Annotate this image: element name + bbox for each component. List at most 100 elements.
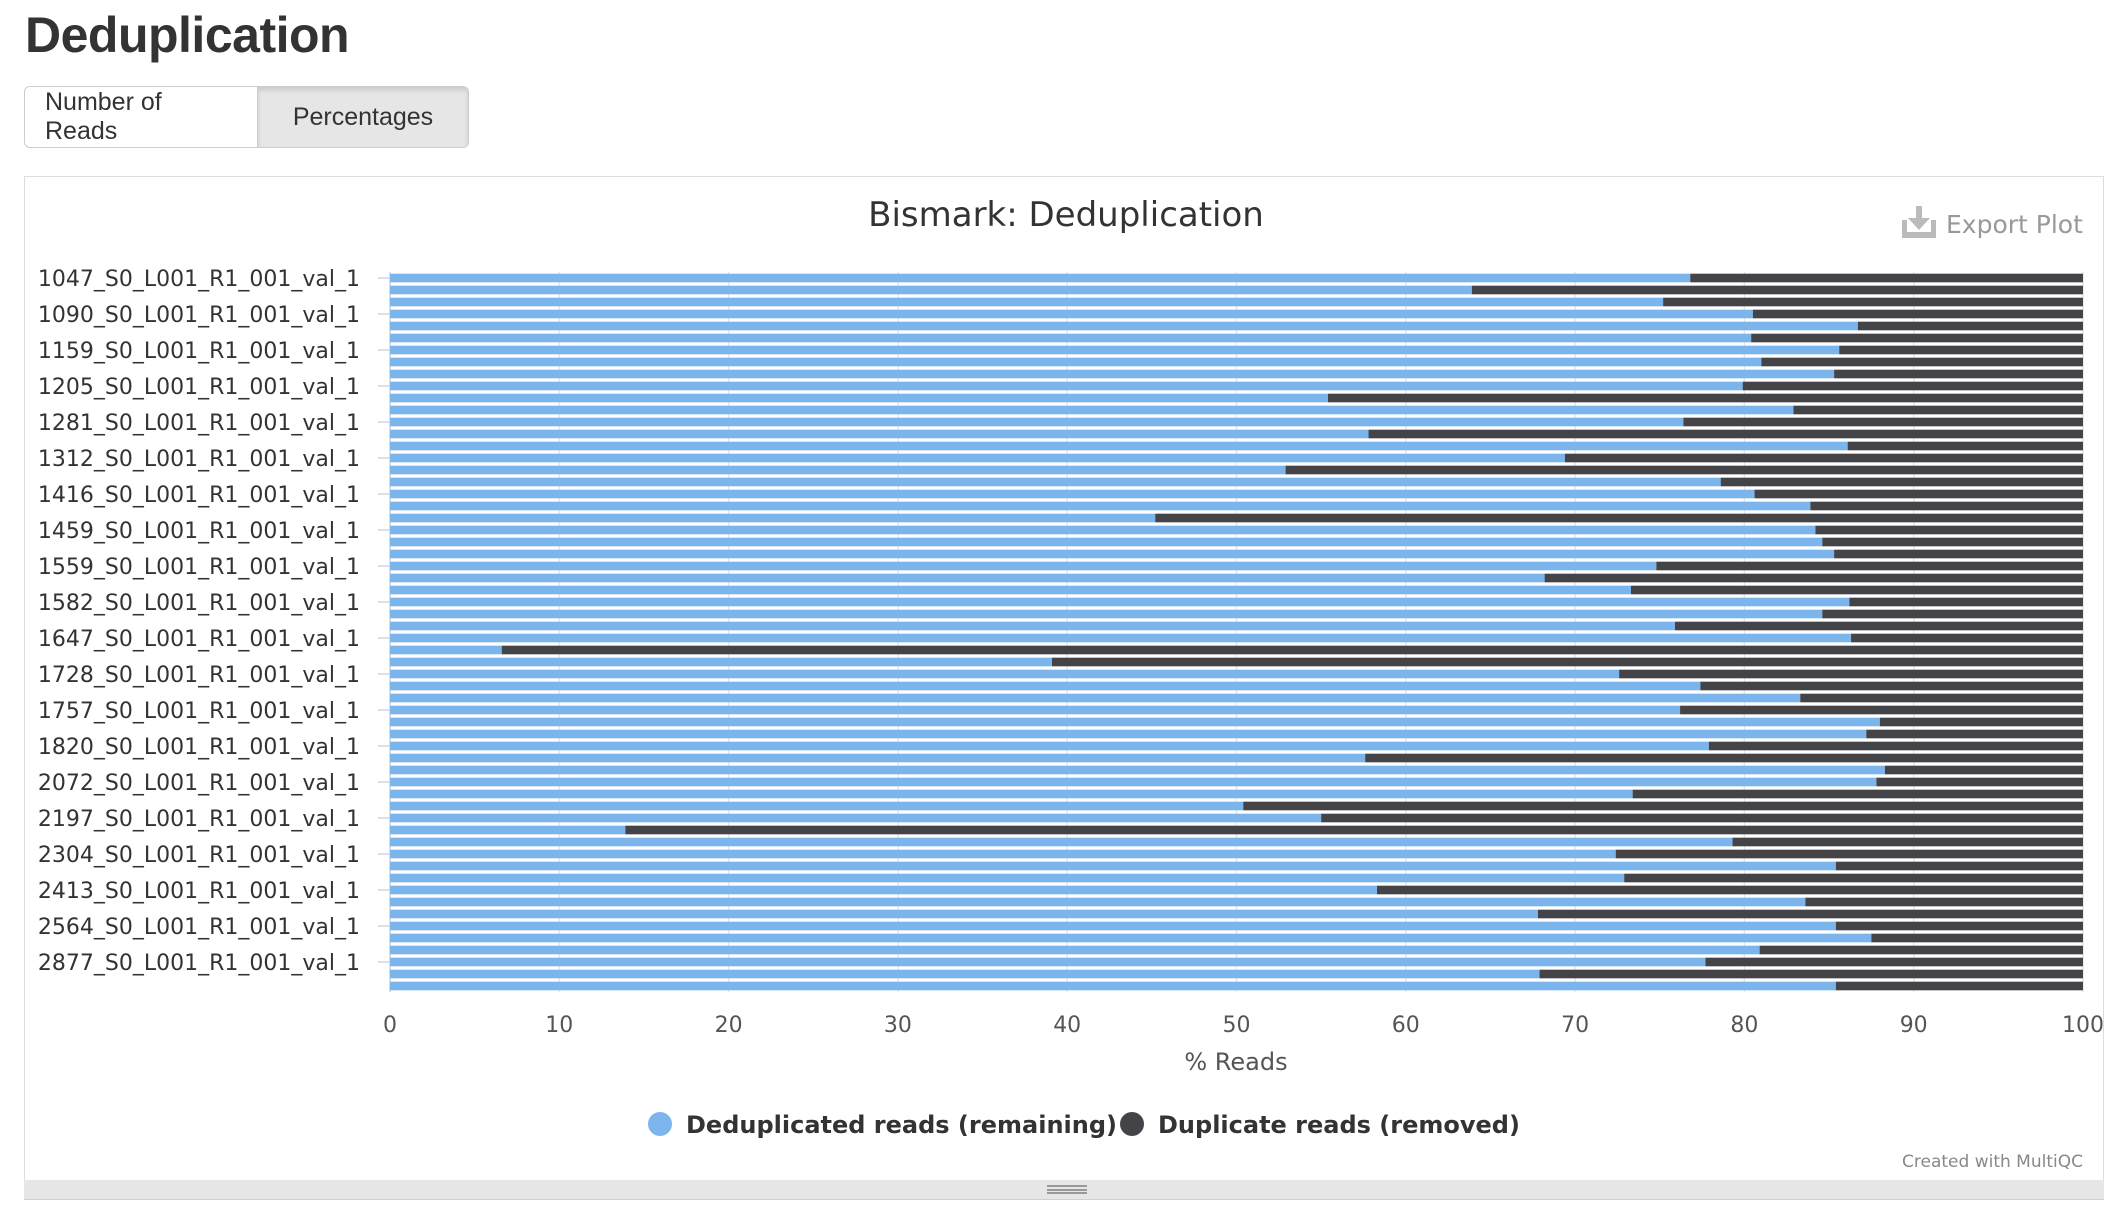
- bar-deduplicated[interactable]: [390, 933, 1872, 943]
- bar-deduplicated[interactable]: [390, 321, 1858, 331]
- bar-duplicate[interactable]: [501, 645, 2083, 655]
- bar-deduplicated[interactable]: [390, 573, 1545, 583]
- bar-duplicate[interactable]: [1871, 933, 2083, 943]
- bar-duplicate[interactable]: [1810, 501, 2083, 511]
- bar-deduplicated[interactable]: [390, 381, 1743, 391]
- bar-duplicate[interactable]: [1377, 885, 2083, 895]
- bar-deduplicated[interactable]: [390, 849, 1616, 859]
- bar-duplicate[interactable]: [1539, 969, 2083, 979]
- bar-duplicate[interactable]: [1683, 417, 2083, 427]
- bar-deduplicated[interactable]: [390, 669, 1620, 679]
- bar-duplicate[interactable]: [1759, 945, 2083, 955]
- bar-duplicate[interactable]: [1879, 717, 2083, 727]
- bar-deduplicated[interactable]: [390, 621, 1675, 631]
- bar-duplicate[interactable]: [1051, 657, 2083, 667]
- bar-deduplicated[interactable]: [390, 477, 1721, 487]
- bar-duplicate[interactable]: [1656, 561, 2083, 571]
- bar-deduplicated[interactable]: [390, 897, 1806, 907]
- bar-duplicate[interactable]: [1815, 525, 2083, 535]
- bar-duplicate[interactable]: [1800, 693, 2083, 703]
- bar-deduplicated[interactable]: [390, 417, 1684, 427]
- bar-duplicate[interactable]: [1624, 873, 2083, 883]
- bar-duplicate[interactable]: [1680, 705, 2083, 715]
- bar-duplicate[interactable]: [1544, 573, 2083, 583]
- bar-duplicate[interactable]: [1700, 681, 2083, 691]
- bar-deduplicated[interactable]: [390, 393, 1328, 403]
- bar-deduplicated[interactable]: [390, 813, 1322, 823]
- number-of-reads-button[interactable]: Number of Reads: [25, 87, 258, 147]
- bar-duplicate[interactable]: [1327, 393, 2083, 403]
- bar-duplicate[interactable]: [1857, 321, 2083, 331]
- bar-deduplicated[interactable]: [390, 609, 1823, 619]
- bar-deduplicated[interactable]: [390, 717, 1880, 727]
- bar-duplicate[interactable]: [1849, 597, 2083, 607]
- bar-deduplicated[interactable]: [390, 549, 1835, 559]
- bar-duplicate[interactable]: [1471, 285, 2083, 295]
- bar-deduplicated[interactable]: [390, 561, 1657, 571]
- bar-duplicate[interactable]: [1630, 585, 2083, 595]
- bar-deduplicated[interactable]: [390, 705, 1681, 715]
- export-plot-button[interactable]: Export Plot: [1902, 206, 2083, 239]
- plot-resize-handle[interactable]: [24, 1180, 2104, 1200]
- bar-duplicate[interactable]: [1834, 369, 2083, 379]
- bar-duplicate[interactable]: [1368, 429, 2083, 439]
- bar-deduplicated[interactable]: [390, 501, 1811, 511]
- bar-duplicate[interactable]: [1835, 981, 2083, 991]
- bar-duplicate[interactable]: [1742, 381, 2083, 391]
- bar-duplicate[interactable]: [1632, 789, 2083, 799]
- bar-duplicate[interactable]: [1851, 633, 2083, 643]
- bar-deduplicated[interactable]: [390, 861, 1836, 871]
- bar-deduplicated[interactable]: [390, 405, 1794, 415]
- bar-deduplicated[interactable]: [390, 345, 1840, 355]
- bar-deduplicated[interactable]: [390, 633, 1852, 643]
- bar-duplicate[interactable]: [1619, 669, 2083, 679]
- bar-deduplicated[interactable]: [390, 465, 1286, 475]
- bar-duplicate[interactable]: [1720, 477, 2083, 487]
- bar-duplicate[interactable]: [1564, 453, 2083, 463]
- bar-deduplicated[interactable]: [390, 309, 1753, 319]
- bar-deduplicated[interactable]: [390, 525, 1816, 535]
- bar-duplicate[interactable]: [1751, 333, 2083, 343]
- bar-deduplicated[interactable]: [390, 681, 1701, 691]
- bar-deduplicated[interactable]: [390, 825, 626, 835]
- bar-deduplicated[interactable]: [390, 837, 1733, 847]
- bar-duplicate[interactable]: [1663, 297, 2083, 307]
- bar-duplicate[interactable]: [1243, 801, 2083, 811]
- bar-deduplicated[interactable]: [390, 489, 1755, 499]
- bar-duplicate[interactable]: [1805, 897, 2083, 907]
- bar-duplicate[interactable]: [1866, 729, 2083, 739]
- bar-deduplicated[interactable]: [390, 945, 1760, 955]
- bar-duplicate[interactable]: [1884, 765, 2083, 775]
- bar-duplicate[interactable]: [625, 825, 2083, 835]
- bar-deduplicated[interactable]: [390, 429, 1369, 439]
- bar-deduplicated[interactable]: [390, 273, 1691, 283]
- bar-deduplicated[interactable]: [390, 453, 1565, 463]
- bar-deduplicated[interactable]: [390, 765, 1885, 775]
- bar-duplicate[interactable]: [1752, 309, 2083, 319]
- bar-deduplicated[interactable]: [390, 585, 1631, 595]
- legend-item[interactable]: Duplicate reads (removed): [1120, 1111, 1520, 1139]
- bar-duplicate[interactable]: [1732, 837, 2083, 847]
- bar-duplicate[interactable]: [1537, 909, 2083, 919]
- bar-duplicate[interactable]: [1365, 753, 2083, 763]
- bar-duplicate[interactable]: [1847, 441, 2083, 451]
- bar-duplicate[interactable]: [1321, 813, 2083, 823]
- bar-duplicate[interactable]: [1822, 537, 2083, 547]
- bar-deduplicated[interactable]: [390, 285, 1472, 295]
- bar-duplicate[interactable]: [1674, 621, 2083, 631]
- bar-duplicate[interactable]: [1822, 609, 2083, 619]
- bar-duplicate[interactable]: [1690, 273, 2083, 283]
- bar-duplicate[interactable]: [1834, 549, 2083, 559]
- bar-duplicate[interactable]: [1876, 777, 2083, 787]
- bar-duplicate[interactable]: [1708, 741, 2083, 751]
- bar-deduplicated[interactable]: [390, 789, 1633, 799]
- bar-deduplicated[interactable]: [390, 441, 1848, 451]
- bar-deduplicated[interactable]: [390, 297, 1664, 307]
- bar-deduplicated[interactable]: [390, 777, 1877, 787]
- bar-deduplicated[interactable]: [390, 729, 1867, 739]
- bar-deduplicated[interactable]: [390, 357, 1762, 367]
- bar-duplicate[interactable]: [1615, 849, 2083, 859]
- bar-deduplicated[interactable]: [390, 693, 1801, 703]
- bar-deduplicated[interactable]: [390, 921, 1836, 931]
- bar-duplicate[interactable]: [1705, 957, 2083, 967]
